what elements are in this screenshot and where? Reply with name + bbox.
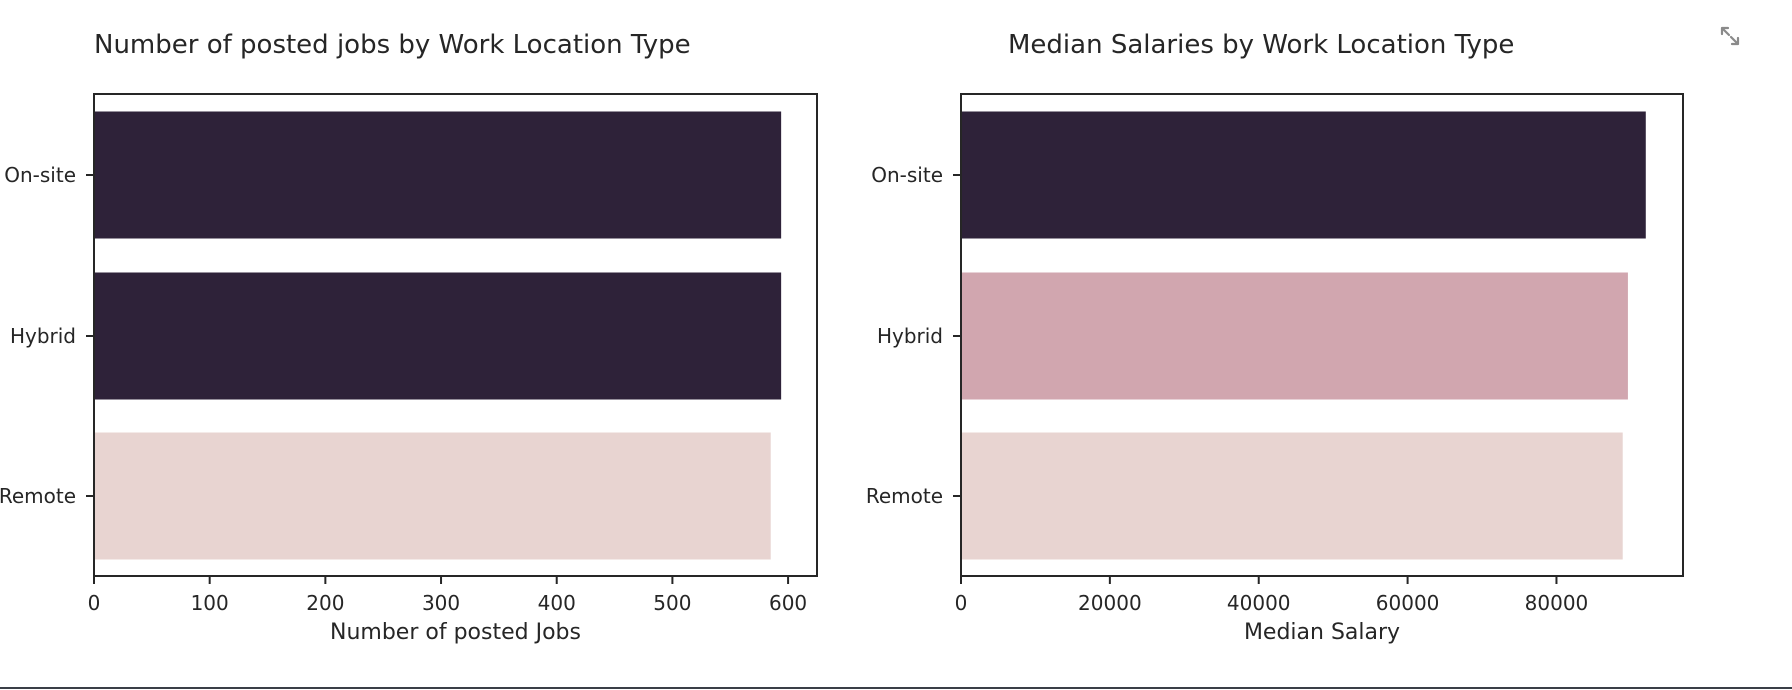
- bar-on-site: [94, 111, 782, 239]
- x-axis-label: Median Salary: [1244, 620, 1400, 645]
- x-tick-label: 200: [306, 591, 344, 615]
- bar-hybrid: [961, 272, 1628, 400]
- bar-on-site: [961, 111, 1646, 239]
- x-tick-label: 100: [191, 591, 229, 615]
- y-tick-label: Remote: [866, 484, 943, 508]
- bar-hybrid: [94, 272, 782, 400]
- y-tick-label: On-site: [871, 163, 943, 187]
- x-tick-label: 600: [769, 591, 807, 615]
- bar-remote: [961, 432, 1623, 560]
- chart-panel-2: Median Salaries by Work Location Type On-…: [866, 30, 1684, 645]
- x-tick-label: 80000: [1525, 591, 1589, 615]
- chart-title: Number of posted jobs by Work Location T…: [94, 30, 691, 60]
- y-tick-label: Remote: [0, 484, 76, 508]
- x-tick-label: 60000: [1376, 591, 1440, 615]
- x-tick-label: 20000: [1078, 591, 1142, 615]
- chart-panel-1: Number of posted jobs by Work Location T…: [0, 30, 818, 645]
- bar-remote: [94, 432, 771, 560]
- expand-icon[interactable]: [1716, 22, 1744, 50]
- x-tick-label: 40000: [1227, 591, 1291, 615]
- y-tick-label: Hybrid: [10, 324, 76, 348]
- x-tick-label: 0: [955, 591, 968, 615]
- x-tick-label: 500: [653, 591, 691, 615]
- chart-title: Median Salaries by Work Location Type: [1008, 30, 1514, 60]
- x-tick-label: 0: [88, 591, 101, 615]
- y-tick-label: Hybrid: [877, 324, 943, 348]
- x-tick-label: 300: [422, 591, 460, 615]
- x-axis-label: Number of posted Jobs: [330, 620, 581, 645]
- y-tick-label: On-site: [4, 163, 76, 187]
- bottom-divider: [0, 687, 1792, 689]
- x-tick-label: 400: [538, 591, 576, 615]
